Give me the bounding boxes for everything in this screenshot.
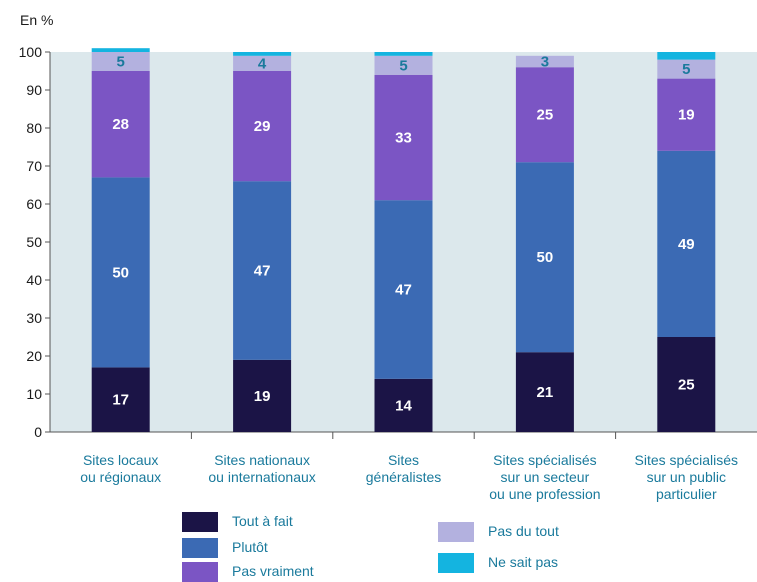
bar-segment: [233, 71, 292, 182]
unit-label: En %: [20, 12, 53, 28]
bar-value-label: 50: [537, 249, 554, 266]
bar-segment: [657, 59, 716, 79]
legend-label: Ne sait pas: [488, 554, 559, 570]
bar-segment: [374, 52, 433, 56]
x-category-label: ou une profession: [489, 486, 600, 502]
bar-segment: [657, 337, 716, 432]
legend-label: Plutôt: [232, 539, 268, 555]
y-tick-label-90: 90: [26, 82, 42, 98]
bar-value-label: 33: [395, 130, 412, 147]
x-category-label: Sites nationaux: [214, 452, 310, 468]
bar-value-label: 14: [395, 397, 412, 414]
bar-segment: [657, 78, 716, 151]
x-category-label: sur un secteur: [501, 469, 590, 485]
x-category-label: Sites spécialisés: [635, 452, 739, 468]
bar-segment: [91, 367, 150, 432]
bar-segment: [374, 200, 433, 379]
bar-segment: [91, 71, 150, 178]
y-tick-label-100: 100: [19, 44, 43, 60]
y-tick-label-30: 30: [26, 310, 42, 326]
y-tick-label-50: 50: [26, 234, 42, 250]
bar-value-label: 50: [112, 264, 129, 281]
y-tick-label-10: 10: [26, 386, 42, 402]
bar-value-label: 19: [254, 388, 271, 405]
bar-value-label: 25: [678, 377, 695, 394]
y-tick-label-80: 80: [26, 120, 42, 136]
bar-segment: [657, 150, 716, 337]
bar-value-label: 28: [112, 116, 129, 133]
y-tick-label-40: 40: [26, 272, 42, 288]
bar-value-label: 19: [678, 107, 695, 124]
legend-label: Pas vraiment: [232, 563, 314, 579]
bar-segment: [233, 52, 292, 56]
bar-value-label: 29: [254, 118, 271, 135]
bar-segment: [657, 52, 716, 60]
legend-label: Pas du tout: [488, 523, 559, 539]
bar-segment: [233, 181, 292, 360]
x-category-label: ou internationaux: [208, 469, 315, 485]
bar-value-label: 5: [117, 54, 125, 71]
legend-swatch: [182, 562, 218, 582]
x-category-label: sur un public: [647, 469, 726, 485]
bar-segment: [233, 359, 292, 432]
bar-segment: [515, 55, 574, 68]
bar-value-label: 25: [537, 107, 554, 124]
bar-segment: [515, 67, 574, 163]
bar-segment: [515, 162, 574, 353]
y-tick-label-60: 60: [26, 196, 42, 212]
bar-value-label: 5: [399, 57, 407, 74]
bar-segment: [91, 52, 150, 71]
x-category-label: particulier: [656, 486, 717, 502]
bar-value-label: 4: [258, 55, 267, 72]
legend-swatch: [182, 512, 218, 532]
y-tick-label-20: 20: [26, 348, 42, 364]
y-tick-label-0: 0: [34, 424, 42, 440]
x-category-label: Sites locaux: [83, 452, 158, 468]
bar-segment: [515, 352, 574, 432]
x-category-label: Sites spécialisés: [493, 452, 597, 468]
bar-segment: [374, 55, 433, 75]
bar-value-label: 49: [678, 236, 695, 253]
bar-segment: [91, 177, 150, 368]
x-category-label: Sites: [388, 452, 419, 468]
legend-swatch: [438, 522, 474, 542]
legend-swatch: [182, 538, 218, 558]
bar-segment: [233, 55, 292, 71]
bar-segment: [374, 74, 433, 201]
bar-value-label: 47: [254, 263, 271, 280]
bar-value-label: 5: [682, 61, 690, 78]
bar-value-label: 47: [395, 282, 412, 299]
legend-swatch: [438, 553, 474, 573]
bar-segment: [374, 378, 433, 432]
bar-value-label: 17: [112, 392, 129, 409]
x-category-label: ou régionaux: [80, 469, 161, 485]
bar-segment: [91, 48, 150, 52]
bar-value-label: 21: [537, 384, 554, 401]
y-tick-label-70: 70: [26, 158, 42, 174]
x-category-label: généralistes: [366, 469, 442, 485]
legend-label: Tout à fait: [232, 513, 293, 529]
bar-value-label: 3: [541, 54, 549, 71]
